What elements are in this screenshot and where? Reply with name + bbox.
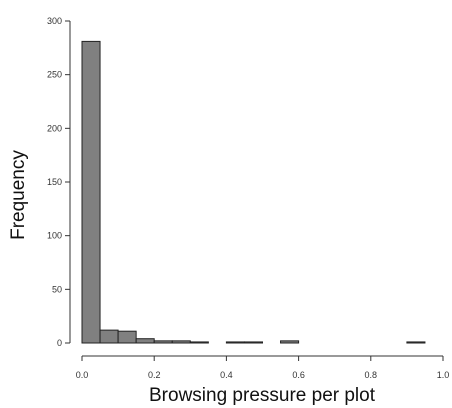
x-axis-title: Browsing pressure per plot [149, 385, 376, 406]
histogram-bar [189, 341, 209, 344]
histogram-bar [243, 341, 263, 344]
x-axis: 0.0 0.2 0.4 0.6 0.8 1.0 [76, 355, 450, 380]
x-tick-label: 0.6 [292, 370, 305, 380]
histogram-bar [153, 340, 173, 344]
histogram-bar [117, 330, 137, 344]
histogram-bar [280, 340, 300, 344]
histogram-bar [99, 329, 119, 344]
histogram-bar [135, 338, 155, 344]
x-tick-label: 0.0 [76, 370, 89, 380]
histogram-bar [406, 341, 426, 344]
x-tick-label: 1.0 [437, 370, 450, 380]
histogram-bars [81, 40, 426, 344]
histogram-bar [225, 341, 245, 344]
y-axis: 0 50 100 150 200 250 300 [47, 16, 71, 348]
x-tick-label: 0.2 [148, 370, 161, 380]
y-tick-label: 250 [47, 70, 62, 80]
histogram-bar [81, 40, 101, 344]
y-axis-title: Frequency [8, 150, 29, 240]
y-tick-label: 150 [47, 177, 62, 187]
histogram-bar [171, 340, 191, 344]
y-tick-label: 50 [52, 284, 62, 294]
x-tick-label: 0.8 [365, 370, 378, 380]
y-tick-label: 100 [47, 231, 62, 241]
x-tick-label: 0.4 [220, 370, 233, 380]
y-tick-label: 300 [47, 16, 62, 26]
y-tick-label: 0 [57, 338, 62, 348]
y-tick-label: 200 [47, 123, 62, 133]
